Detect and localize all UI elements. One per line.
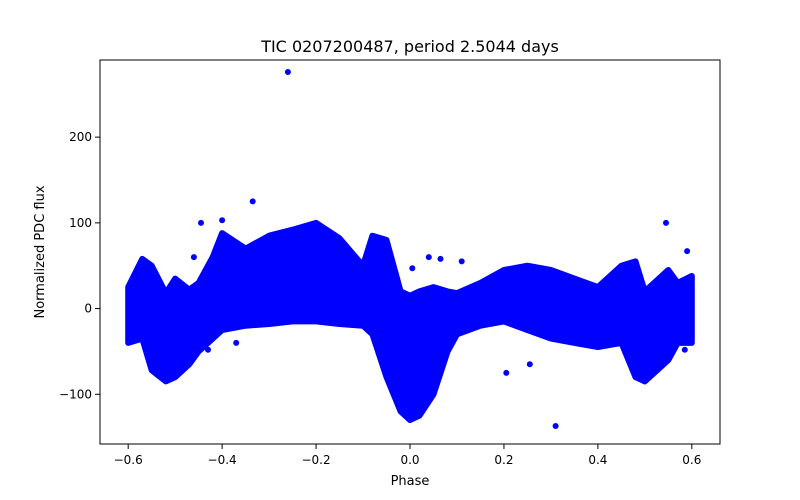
plot-area	[125, 69, 695, 429]
data-point	[681, 346, 688, 353]
data-point	[437, 255, 444, 262]
y-tick-label: −100	[59, 387, 92, 401]
data-point	[526, 361, 533, 368]
data-point	[409, 265, 416, 272]
x-tick-label: 0.0	[400, 453, 419, 467]
data-point	[684, 248, 691, 255]
x-tick-label: −0.2	[301, 453, 330, 467]
x-tick-label: 0.2	[494, 453, 513, 467]
data-point	[425, 254, 432, 261]
data-point	[663, 219, 669, 226]
data-point	[190, 254, 197, 261]
data-point	[503, 369, 510, 376]
x-tick-label: −0.6	[114, 453, 143, 467]
y-axis: −100 0 100 200	[59, 130, 100, 401]
x-axis-label: Phase	[391, 474, 430, 489]
y-tick-label: 0	[84, 302, 92, 316]
data-point	[219, 217, 226, 224]
y-tick-label: 100	[69, 216, 92, 230]
y-axis-label: Normalized PDC flux	[33, 185, 48, 318]
x-axis: −0.6 −0.4 −0.2 0.0 0.2 0.4 0.6	[114, 444, 701, 467]
data-point-cloud	[125, 219, 695, 423]
x-tick-label: 0.6	[682, 453, 701, 467]
data-point	[233, 339, 240, 346]
data-point	[198, 219, 204, 226]
chart-title: TIC 0207200487, period 2.5044 days	[260, 37, 559, 56]
data-point	[249, 198, 256, 205]
x-tick-label: 0.4	[588, 453, 607, 467]
y-tick-label: 200	[69, 130, 92, 144]
data-point	[284, 69, 291, 75]
data-point	[205, 346, 211, 353]
data-point	[552, 423, 559, 429]
data-point	[458, 258, 465, 265]
x-tick-label: −0.4	[208, 453, 237, 467]
